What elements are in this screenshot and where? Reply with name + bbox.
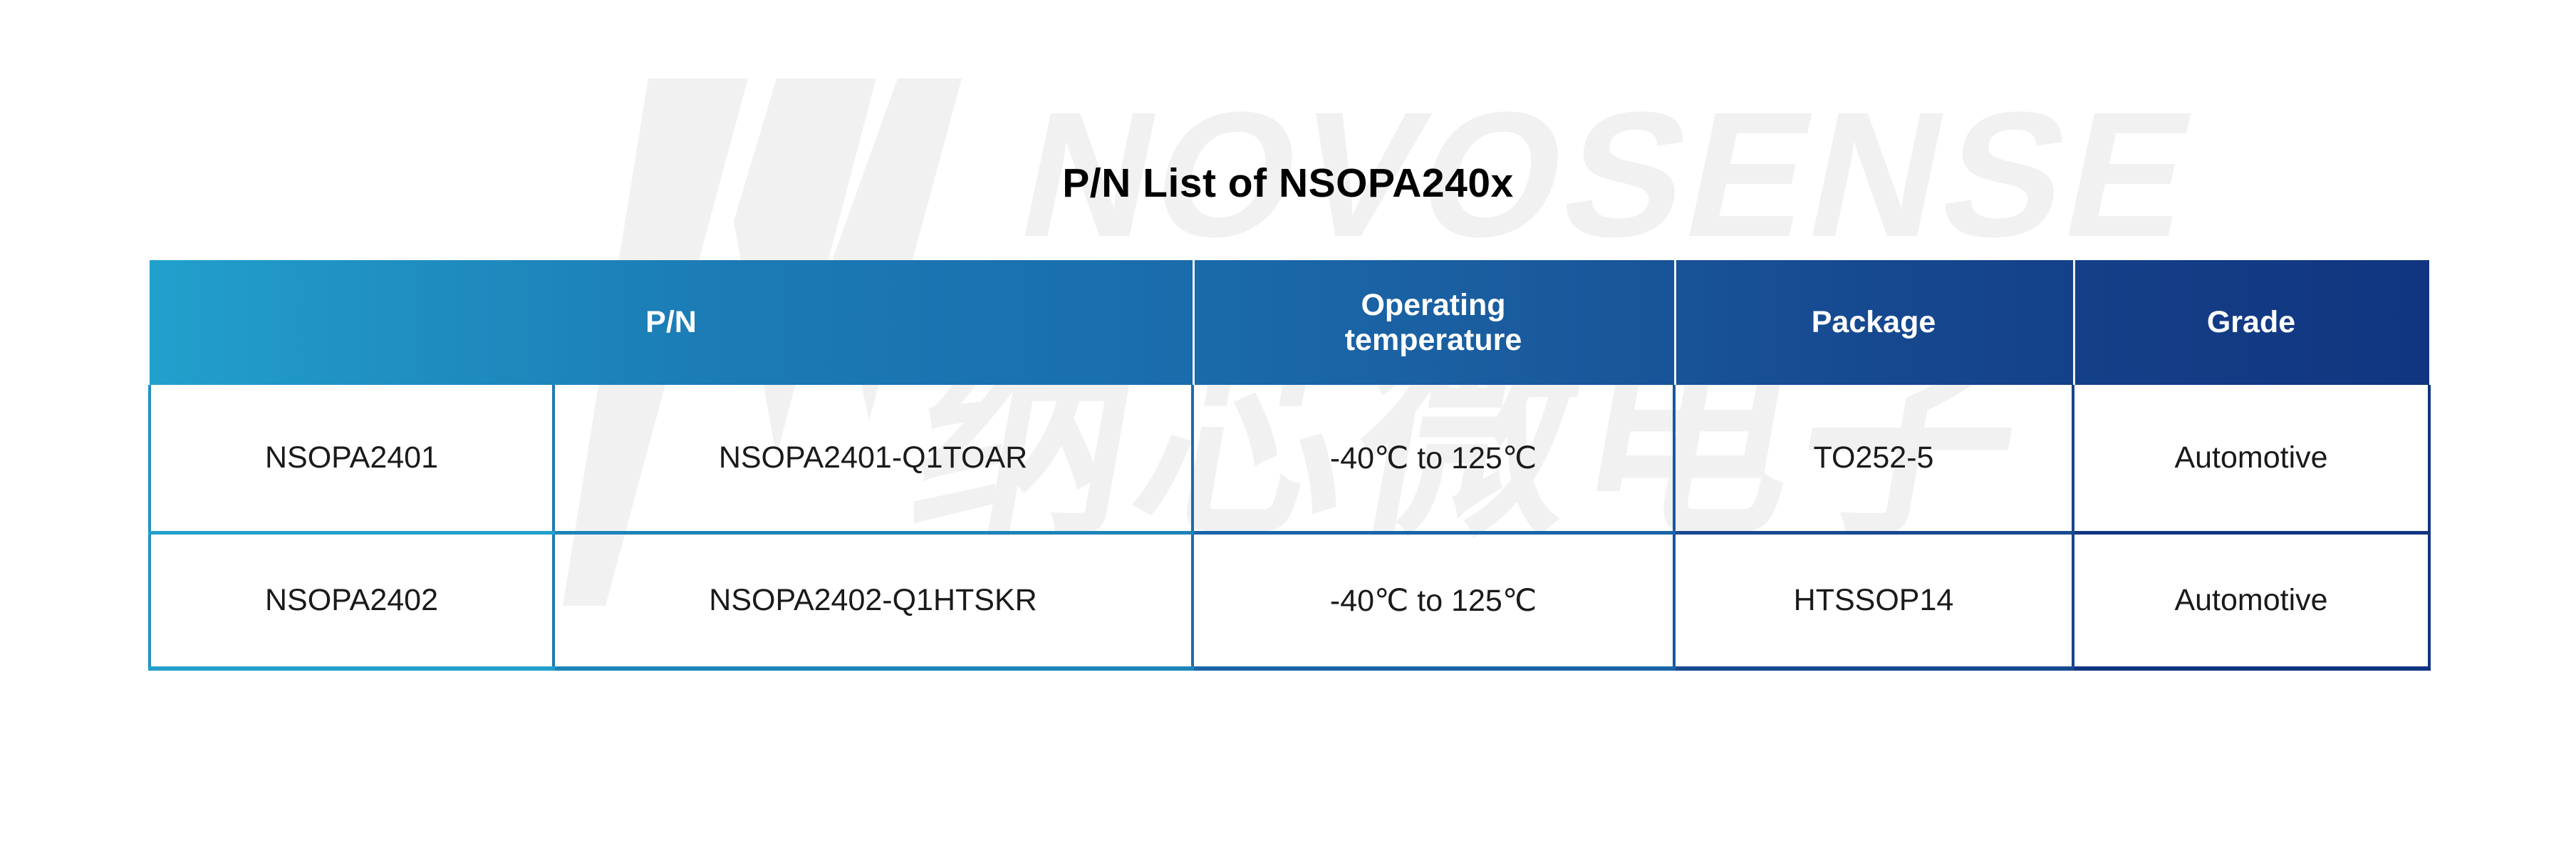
cell-grade: Automotive — [2073, 532, 2431, 671]
cell-operating-temperature: -40℃ to 125℃ — [1193, 532, 1676, 671]
cell-operating-temperature: -40℃ to 125℃ — [1193, 385, 1676, 535]
cell-pn-full: NSOPA2401-Q1TOAR — [554, 385, 1194, 535]
column-header-operating-temperature-line1: Operating — [1361, 288, 1506, 323]
cell-pn-full: NSOPA2402-Q1HTSKR — [554, 532, 1194, 671]
table-body: NSOPA2401 NSOPA2401-Q1TOAR -40℃ to 125℃ … — [148, 385, 2431, 671]
cell-package: HTSSOP14 — [1674, 532, 2074, 671]
cell-pn-base: NSOPA2401 — [148, 385, 555, 535]
table-row: NSOPA2402 NSOPA2402-Q1HTSKR -40℃ to 125℃… — [148, 532, 2431, 671]
cell-grade: Automotive — [2073, 385, 2431, 535]
column-header-grade: Grade — [2073, 260, 2429, 385]
table-header: P/N Operating temperature Package Grade — [150, 260, 2429, 385]
cell-package: TO252-5 — [1674, 385, 2074, 535]
page-title: P/N List of NSOPA240x — [1062, 160, 1514, 206]
cell-pn-base: NSOPA2402 — [148, 532, 555, 671]
column-header-pn: P/N — [645, 305, 697, 340]
column-header-operating-temperature: Operating temperature — [1193, 260, 1674, 385]
column-header-operating-temperature-line2: temperature — [1344, 322, 1522, 357]
table-header-row: P/N Operating temperature Package Grade — [150, 260, 2429, 385]
table-row: NSOPA2401 NSOPA2401-Q1TOAR -40℃ to 125℃ … — [148, 385, 2431, 535]
pn-list-table: P/N Operating temperature Package Grade … — [148, 260, 2431, 671]
column-header-package: Package — [1674, 260, 2073, 385]
